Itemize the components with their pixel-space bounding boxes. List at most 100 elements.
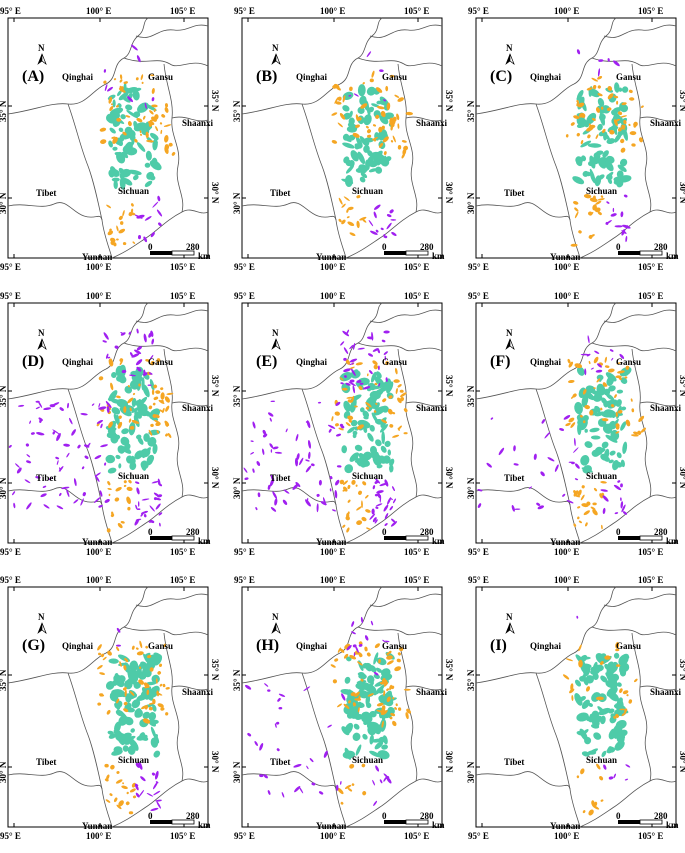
purple-suitability-patch — [30, 432, 35, 435]
orange-suitability-patch — [148, 120, 153, 128]
region-label-shaanxi: Shaanxi — [416, 687, 448, 697]
teal-suitability-patch — [369, 750, 381, 758]
teal-suitability-patch — [582, 729, 589, 735]
region-label-qinghai: Qinghai — [530, 357, 562, 367]
teal-suitability-patch — [359, 672, 366, 680]
teal-suitability-patch — [355, 136, 363, 148]
teal-suitability-patch — [574, 679, 582, 687]
purple-suitability-patch — [332, 509, 336, 512]
orange-suitability-patch — [352, 132, 360, 138]
teal-suitability-patch — [387, 449, 392, 456]
scale-bar-white — [639, 535, 663, 541]
purple-suitability-patch — [346, 329, 350, 335]
orange-suitability-patch — [633, 431, 639, 435]
orange-suitability-patch — [602, 382, 607, 387]
orange-suitability-patch — [119, 221, 124, 225]
orange-suitability-patch — [599, 775, 604, 781]
purple-suitability-patch — [59, 407, 64, 411]
purple-suitability-patch — [83, 444, 90, 448]
purple-suitability-patch — [140, 512, 144, 517]
scale-unit-label: km — [198, 536, 211, 546]
teal-suitability-patch — [359, 407, 365, 413]
teal-suitability-patch — [122, 96, 131, 103]
purple-suitability-patch — [35, 432, 45, 436]
orange-suitability-patch — [381, 419, 388, 424]
orange-suitability-patch — [355, 114, 359, 122]
right-tick-label: 30° N — [210, 751, 220, 773]
orange-suitability-patch — [339, 377, 344, 381]
purple-suitability-patch — [335, 784, 339, 791]
orange-suitability-patch — [618, 127, 626, 130]
teal-suitability-patch — [113, 746, 123, 754]
orange-suitability-patch — [99, 693, 104, 696]
orange-suitability-patch — [379, 681, 387, 685]
teal-suitability-patch — [599, 112, 606, 126]
qinghai-gansu-border — [241, 302, 383, 400]
teal-suitability-patch — [620, 406, 627, 411]
orange-suitability-patch — [604, 365, 610, 368]
teal-suitability-patch — [153, 654, 163, 666]
orange-suitability-patch — [165, 712, 169, 716]
teal-suitability-patch — [107, 730, 114, 735]
gansu-north-border — [135, 24, 209, 38]
purple-suitability-patch — [594, 350, 600, 354]
purple-suitability-patch — [477, 503, 482, 508]
teal-suitability-patch — [375, 439, 382, 447]
teal-suitability-patch — [371, 412, 379, 425]
right-tick-label: 30° N — [444, 467, 454, 489]
teal-suitability-patch — [357, 690, 369, 699]
purple-suitability-patch — [372, 485, 376, 490]
orange-suitability-patch — [123, 484, 127, 487]
region-label-shaanxi: Shaanxi — [182, 118, 214, 128]
teal-suitability-patch — [133, 681, 141, 689]
scale-bar-black — [384, 251, 406, 255]
teal-suitability-patch — [362, 733, 368, 740]
purple-suitability-patch — [513, 463, 519, 466]
orange-suitability-patch — [396, 658, 401, 663]
orange-suitability-patch — [607, 368, 615, 373]
orange-suitability-patch — [597, 211, 602, 216]
teal-suitability-patch — [153, 141, 158, 145]
orange-suitability-patch — [596, 763, 601, 770]
orange-suitability-patch — [130, 208, 134, 214]
teal-suitability-patch — [130, 728, 135, 733]
teal-suitability-patch — [118, 463, 122, 469]
orange-suitability-patch — [354, 698, 362, 701]
teal-suitability-patch — [342, 142, 355, 149]
bottom-tick-label: 105° E — [170, 262, 196, 272]
teal-suitability-patch — [117, 736, 125, 746]
orange-suitability-patch — [616, 362, 621, 365]
top-tick-label: 100° E — [320, 291, 346, 301]
right-tick-label: 35° N — [678, 659, 685, 680]
scale-bar-black — [384, 536, 406, 540]
teal-suitability-patch — [601, 397, 607, 404]
purple-suitability-patch — [384, 355, 387, 361]
orange-suitability-patch — [372, 360, 378, 366]
orange-suitability-patch — [341, 219, 346, 225]
purple-suitability-patch — [138, 761, 143, 770]
purple-suitability-patch — [24, 479, 31, 484]
orange-suitability-patch — [139, 130, 142, 134]
top-tick-label: 100° E — [320, 575, 346, 585]
teal-suitability-patch — [107, 395, 116, 401]
orange-suitability-patch — [98, 652, 102, 656]
purple-suitability-patch — [99, 490, 103, 497]
right-tick-label: 35° N — [210, 90, 220, 112]
orange-suitability-patch — [115, 779, 123, 784]
purple-suitability-patch — [357, 347, 365, 350]
teal-suitability-patch — [347, 122, 357, 129]
region-label-tibet: Tibet — [504, 188, 525, 198]
orange-suitability-patch — [601, 418, 609, 422]
teal-suitability-patch — [366, 675, 375, 684]
panel-label: (I) — [490, 637, 507, 654]
orange-suitability-patch — [582, 810, 586, 814]
bottom-tick-label: 100° E — [320, 831, 346, 841]
teal-suitability-patch — [357, 151, 366, 165]
qinghai-gansu-border — [475, 17, 617, 115]
purple-suitability-patch — [383, 504, 389, 512]
teal-suitability-patch — [110, 111, 116, 117]
teal-suitability-patch — [118, 654, 130, 662]
orange-suitability-patch — [340, 801, 344, 805]
purple-suitability-patch — [486, 462, 492, 468]
scale-bar-black — [150, 820, 172, 824]
